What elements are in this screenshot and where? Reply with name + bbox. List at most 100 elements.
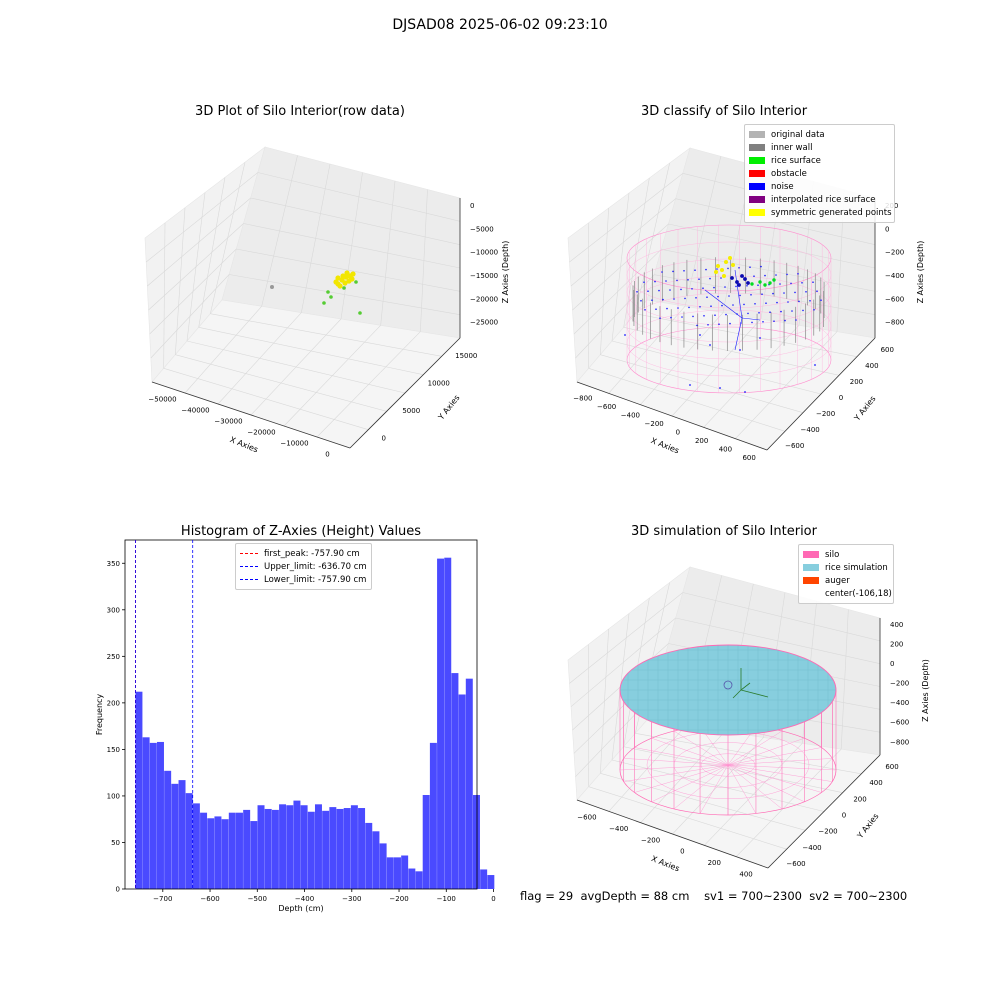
panel2-noise-point xyxy=(750,294,752,296)
simulation-legend-label: auger xyxy=(825,575,850,586)
histogram-bar xyxy=(458,694,466,889)
panel4-z-axis-label: Z Axies (Depth) xyxy=(921,659,930,722)
panel2-noise-point xyxy=(749,266,751,269)
panel2-noise-point xyxy=(735,285,737,288)
histogram-y-tick-label: 150 xyxy=(107,746,120,754)
panel2-rice-surface-point xyxy=(763,283,767,287)
histogram-bar xyxy=(386,857,394,889)
panel1-y-tick-label: 0 xyxy=(382,434,386,442)
panel2-y-tick-label: 600 xyxy=(881,346,894,354)
panel2-x-axis-label: X Axies xyxy=(650,436,681,455)
simulation-legend-label: rice simulation xyxy=(825,562,888,573)
panel2-z-axis-label: Z Axies (Depth) xyxy=(916,241,925,304)
panel2-x-axis-line xyxy=(576,381,768,451)
histogram-bar xyxy=(235,812,243,889)
panel2-noise-point xyxy=(680,288,682,291)
histogram-bar xyxy=(401,855,409,889)
panel2-y-tick-label: −600 xyxy=(785,442,804,450)
classify-legend: original data inner wall rice surface obsta… xyxy=(744,124,895,223)
histogram-bar xyxy=(350,805,358,889)
panel2-noise-line xyxy=(734,269,743,319)
panel2-noise-point xyxy=(658,289,660,292)
legend-label-lower-limit: Lower_limit: -757.90 cm xyxy=(264,574,367,585)
classify-legend-swatch xyxy=(749,183,765,190)
histogram-bar xyxy=(257,805,265,889)
histogram-bar xyxy=(322,810,330,889)
panel2-noise-point xyxy=(739,294,741,297)
simulation-legend-swatch xyxy=(803,590,819,597)
panel1-z-tick-label: 0 xyxy=(470,202,474,210)
panel4-grid-line xyxy=(682,592,881,642)
legend-entry-first-peak: first_peak: -757.90 cm xyxy=(240,547,367,560)
simulation-legend-label: silo xyxy=(825,549,840,560)
panel4-x-tick-label: 0 xyxy=(680,848,684,856)
panel2-noise-point xyxy=(779,283,781,285)
panel1-y-tick-label: 15000 xyxy=(455,352,477,360)
panel1-y-axis-line xyxy=(349,337,461,449)
histogram-bar xyxy=(365,822,373,889)
panel2-noise-point xyxy=(795,319,797,321)
panel2-noise-point xyxy=(724,286,726,288)
panel2-symmetric-point xyxy=(720,268,724,272)
panel2-noise-point xyxy=(683,270,685,272)
panel2-noise-point xyxy=(732,304,734,306)
panel1-data-point xyxy=(329,295,333,299)
panel2-rice-surface-point xyxy=(737,283,741,287)
panel2-noise-point xyxy=(761,293,763,296)
panel2-noise-point xyxy=(717,295,719,298)
legend-line-upper-limit xyxy=(240,566,258,567)
legend-entry-upper-limit: Upper_limit: -636.70 cm xyxy=(240,560,367,573)
panel1-z-tick-label: −5000 xyxy=(470,225,494,233)
classify-legend-entry: interpolated rice surface xyxy=(749,193,890,206)
panel4-y-tick-label: 400 xyxy=(869,779,882,787)
panel2-x-tick-label: −400 xyxy=(621,411,640,419)
panel4-title: 3D simulation of Silo Interior xyxy=(631,524,817,539)
histogram-bar xyxy=(336,808,344,889)
panel2-rice-surface-point xyxy=(772,278,776,282)
figure-title: DJSAD08 2025-06-02 09:23:10 xyxy=(392,17,608,33)
panel4-silo-spoke xyxy=(727,758,833,766)
panel2-grid-line xyxy=(635,313,858,357)
panel4-y-axis-line xyxy=(767,754,881,869)
panel2-noise-point xyxy=(684,297,686,300)
panel2-noise-point xyxy=(743,303,745,306)
panel2-noise-point xyxy=(769,311,771,314)
panel2-noise-point xyxy=(805,291,807,293)
panel2-noise-point xyxy=(728,295,730,297)
panel2-noise-point xyxy=(643,281,645,284)
histogram-bar xyxy=(358,808,366,889)
panel4-y-tick-label: −600 xyxy=(786,860,805,868)
panel2-rice-surface-point xyxy=(768,281,772,285)
panel2-x-tick-label: −200 xyxy=(645,420,664,428)
histogram-bar xyxy=(156,741,164,889)
histogram-bar xyxy=(393,857,401,889)
histogram-y-tick-label: 300 xyxy=(107,606,120,614)
panel2-x-tick-label: −600 xyxy=(597,403,616,411)
panel2-noise-point xyxy=(794,291,796,294)
panel2-noise-line xyxy=(734,317,743,351)
panel2-noise-point xyxy=(725,313,727,316)
panel2-noise-point xyxy=(659,317,661,320)
histogram-bar xyxy=(135,691,143,889)
panel1-x-tick-label: −50000 xyxy=(148,396,176,404)
panel2-noise-point xyxy=(765,302,767,305)
panel2-noise-point xyxy=(676,279,678,282)
panel4-silo-spoke xyxy=(651,737,729,766)
panel4-z-tick-label: 0 xyxy=(890,660,894,668)
panel1-data-point xyxy=(342,280,348,286)
panel4-silo-spoke xyxy=(623,758,729,766)
panel2-noise-point xyxy=(644,309,646,311)
panel4-silo-spoke xyxy=(623,764,729,782)
histogram-bar xyxy=(192,803,200,889)
panel2-noise-point xyxy=(721,304,723,307)
histogram-bar xyxy=(415,871,423,889)
histogram-bar xyxy=(451,673,459,889)
panel2-noise-point xyxy=(672,270,674,273)
panel2-noise-point xyxy=(706,296,708,299)
histogram-bar xyxy=(422,795,430,889)
panel4-silo-spoke xyxy=(727,764,757,814)
simulation-legend-swatch xyxy=(803,551,819,558)
simulation-legend-entry: center(-106,18) xyxy=(803,587,892,600)
panel2-noise-point xyxy=(709,344,711,346)
panel1-y-tick-label: 5000 xyxy=(402,407,420,415)
